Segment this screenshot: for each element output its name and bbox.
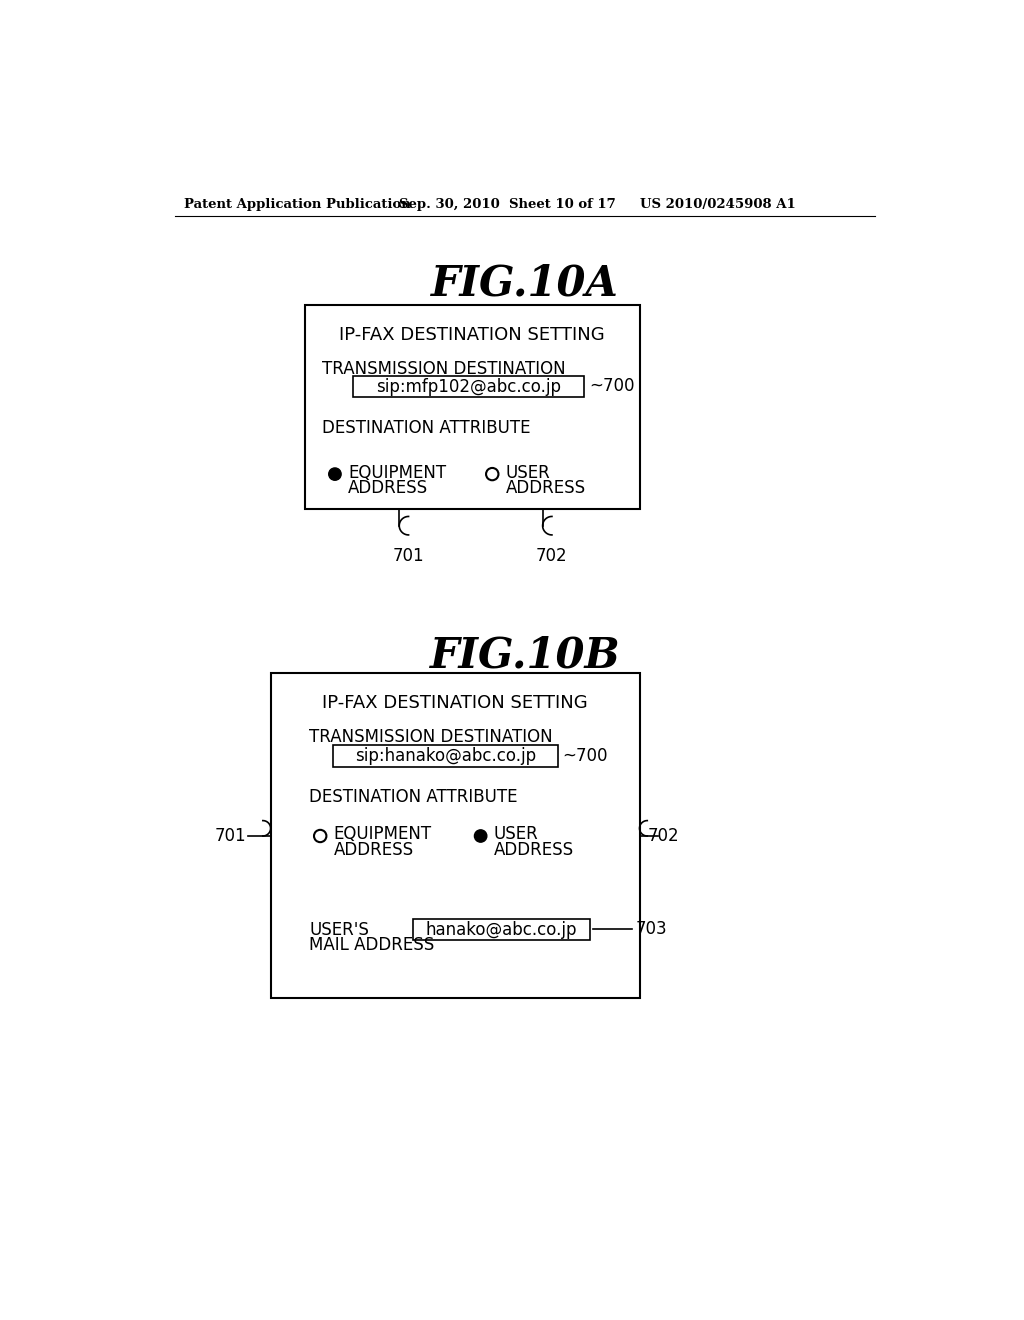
Text: ~700: ~700 [589,378,635,395]
Text: TRANSMISSION DESTINATION: TRANSMISSION DESTINATION [322,360,565,378]
Text: ADDRESS: ADDRESS [506,479,586,496]
Text: EQUIPMENT: EQUIPMENT [334,825,431,843]
Text: MAIL ADDRESS: MAIL ADDRESS [309,936,434,954]
Text: USER'S: USER'S [309,921,370,939]
Text: USER: USER [506,463,550,482]
Text: Sep. 30, 2010  Sheet 10 of 17: Sep. 30, 2010 Sheet 10 of 17 [399,198,616,211]
Text: 702: 702 [537,548,567,565]
Text: Patent Application Publication: Patent Application Publication [183,198,411,211]
Text: 703: 703 [636,920,668,939]
Text: EQUIPMENT: EQUIPMENT [348,463,446,482]
Text: 701: 701 [214,828,246,845]
Text: TRANSMISSION DESTINATION: TRANSMISSION DESTINATION [309,729,553,746]
Text: FIG.10B: FIG.10B [429,635,621,676]
Text: FIG.10A: FIG.10A [431,263,618,305]
Bar [333,744,558,767]
Text: DESTINATION ATTRIBUTE: DESTINATION ATTRIBUTE [322,418,530,437]
Text: DESTINATION ATTRIBUTE: DESTINATION ATTRIBUTE [309,788,518,807]
Text: US 2010/0245908 A1: US 2010/0245908 A1 [640,198,796,211]
Bar [305,305,640,508]
Text: USER: USER [494,825,539,843]
Circle shape [329,469,341,480]
Text: ~700: ~700 [562,747,607,764]
Text: sip:mfp102@abc.co.jp: sip:mfp102@abc.co.jp [376,378,561,396]
Text: ADDRESS: ADDRESS [494,841,573,859]
Bar [270,673,640,998]
Text: 702: 702 [647,828,679,845]
Text: IP-FAX DESTINATION SETTING: IP-FAX DESTINATION SETTING [339,326,605,345]
Text: sip:hanako@abc.co.jp: sip:hanako@abc.co.jp [354,747,536,764]
Text: 701: 701 [393,548,424,565]
Circle shape [474,830,486,842]
Bar [352,376,584,397]
Text: hanako@abc.co.jp: hanako@abc.co.jp [426,920,578,939]
Bar [414,919,590,940]
Text: IP-FAX DESTINATION SETTING: IP-FAX DESTINATION SETTING [323,694,588,713]
Text: ADDRESS: ADDRESS [334,841,414,859]
Text: ADDRESS: ADDRESS [348,479,428,496]
